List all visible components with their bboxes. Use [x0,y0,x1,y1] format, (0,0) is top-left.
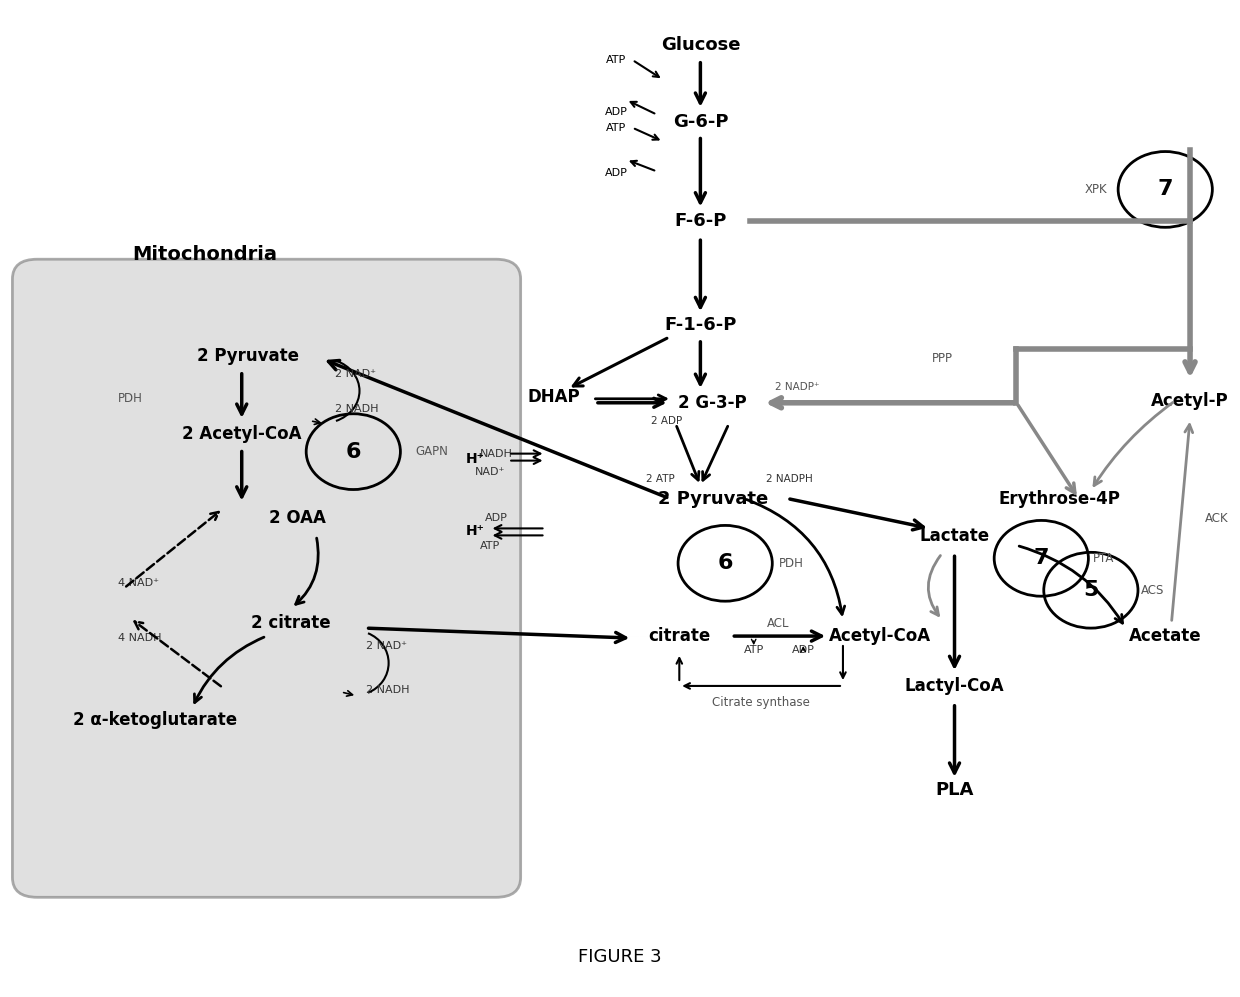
Text: XPK: XPK [1084,182,1107,196]
Text: F-6-P: F-6-P [675,212,727,230]
Text: 6: 6 [718,553,733,573]
Text: 4 NAD⁺: 4 NAD⁺ [118,578,159,588]
Text: 2 G-3-P: 2 G-3-P [678,394,746,412]
Text: ATP: ATP [744,645,764,655]
Text: Acetyl-CoA: Acetyl-CoA [830,627,931,645]
Text: 2 NAD⁺: 2 NAD⁺ [366,641,407,651]
Text: 2 NADP⁺: 2 NADP⁺ [775,382,820,392]
Text: F-1-6-P: F-1-6-P [665,316,737,334]
Text: 4 NADH: 4 NADH [118,633,161,643]
Text: NADH: NADH [480,449,512,459]
Text: ACK: ACK [1205,511,1229,525]
Text: Lactate: Lactate [919,527,990,545]
Text: 2 NADH: 2 NADH [366,685,409,695]
Text: 2 NADH: 2 NADH [335,404,378,414]
Text: ACL: ACL [768,616,790,630]
Text: ADP: ADP [792,645,815,655]
Text: 2 ATP: 2 ATP [646,474,675,484]
Text: Acetate: Acetate [1128,627,1202,645]
Text: 6: 6 [346,442,361,462]
Text: ATP: ATP [606,55,626,65]
Text: 2 NADPH: 2 NADPH [766,474,813,484]
Text: 2 OAA: 2 OAA [269,509,326,527]
Text: H⁺: H⁺ [465,452,484,466]
Text: 2 citrate: 2 citrate [252,614,331,632]
Text: Mitochondria: Mitochondria [131,244,277,264]
FancyBboxPatch shape [12,259,521,897]
Text: DHAP: DHAP [528,388,580,406]
Text: 2 ADP: 2 ADP [651,416,682,426]
Text: Citrate synthase: Citrate synthase [712,696,810,710]
Text: FIGURE 3: FIGURE 3 [578,948,662,966]
Text: ATP: ATP [480,541,500,551]
Text: Lactyl-CoA: Lactyl-CoA [905,677,1004,695]
Text: Acetyl-P: Acetyl-P [1151,392,1229,410]
Text: 7: 7 [1033,548,1049,568]
Text: ACS: ACS [1141,583,1164,597]
Text: H⁺: H⁺ [465,524,484,538]
Text: Erythrose-4P: Erythrose-4P [999,490,1121,507]
Text: GAPN: GAPN [415,445,448,459]
Text: 2 α-ketoglutarate: 2 α-ketoglutarate [73,711,237,729]
Text: citrate: citrate [649,627,711,645]
Text: Glucose: Glucose [661,36,740,54]
Text: ADP: ADP [605,168,627,178]
Text: ATP: ATP [606,123,626,133]
Text: PDH: PDH [118,392,143,406]
Text: PLA: PLA [935,781,973,799]
Text: 2 Acetyl-CoA: 2 Acetyl-CoA [182,425,301,443]
Text: PDH: PDH [779,556,804,570]
Text: 2 NAD⁺: 2 NAD⁺ [335,369,376,379]
Text: PTA: PTA [1094,551,1115,565]
Text: 2 Pyruvate: 2 Pyruvate [657,490,768,507]
Text: 7: 7 [1157,179,1173,199]
Text: ADP: ADP [605,107,627,117]
Text: 2 Pyruvate: 2 Pyruvate [197,347,299,365]
Text: PPP: PPP [931,352,952,366]
Text: G-6-P: G-6-P [672,113,728,131]
Text: 5: 5 [1084,580,1099,600]
Text: NAD⁺: NAD⁺ [475,467,505,477]
Text: ADP: ADP [485,513,507,523]
